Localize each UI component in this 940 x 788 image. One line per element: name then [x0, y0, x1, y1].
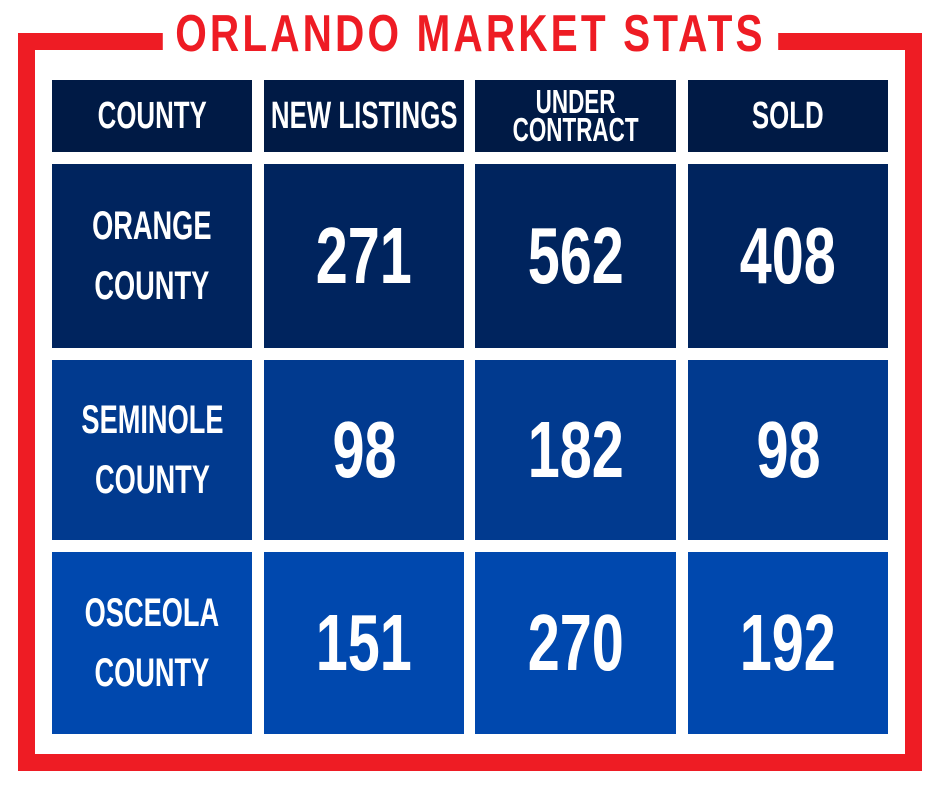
table-cell-sold: 98 — [688, 360, 888, 540]
table-cell-sold: 192 — [688, 552, 888, 734]
table-cell-new-listings: 98 — [264, 360, 464, 540]
stat-value: 151 — [315, 598, 413, 687]
table-cell-under-contract: 562 — [475, 164, 676, 348]
table-row-county: ORANGE COUNTY — [52, 164, 252, 348]
stat-value: 98 — [755, 405, 821, 494]
header-new-listings: NEW LISTINGS — [264, 80, 464, 152]
county-name: OSCEOLA COUNTY — [85, 583, 220, 703]
stat-value: 271 — [315, 211, 413, 300]
table-row-county: OSCEOLA COUNTY — [52, 552, 252, 734]
header-county: COUNTY — [52, 80, 252, 152]
page-title: ORLANDO MARKET STATS — [162, 2, 778, 66]
county-name-line-2: COUNTY — [94, 458, 210, 502]
header-under-contract-label: UNDER CONTRACT — [512, 83, 639, 148]
header-sold: SOLD — [688, 80, 888, 152]
header-new-listings-label: NEW LISTINGS — [270, 95, 458, 137]
county-name: ORANGE COUNTY — [92, 196, 211, 316]
stat-value: 270 — [527, 598, 624, 687]
stat-value: 562 — [527, 211, 624, 300]
county-name-line-2: COUNTY — [94, 264, 210, 308]
table-cell-new-listings: 271 — [264, 164, 464, 348]
header-under-contract-line-2: CONTRACT — [512, 111, 639, 148]
table-cell-new-listings: 151 — [264, 552, 464, 734]
county-name-line-1: SEMINOLE — [80, 398, 224, 442]
stat-value: 192 — [739, 598, 837, 687]
header-under-contract-line-1: UNDER — [535, 83, 616, 120]
title-bar: ORLANDO MARKET STATS — [0, 0, 940, 70]
table-cell-under-contract: 182 — [475, 360, 676, 540]
header-under-contract: UNDER CONTRACT — [475, 80, 676, 152]
header-county-label: COUNTY — [97, 95, 207, 137]
table-cell-sold: 408 — [688, 164, 888, 348]
header-sold-label: SOLD — [752, 95, 824, 137]
stat-value: 98 — [331, 405, 397, 494]
county-name: SEMINOLE COUNTY — [81, 390, 223, 510]
table-cell-under-contract: 270 — [475, 552, 676, 734]
table-row-county: SEMINOLE COUNTY — [52, 360, 252, 540]
stat-value: 182 — [527, 405, 624, 494]
county-name-line-2: COUNTY — [94, 651, 210, 695]
county-name-line-1: OSCEOLA — [84, 591, 220, 635]
stat-value: 408 — [739, 211, 837, 300]
county-name-line-1: ORANGE — [92, 204, 212, 248]
